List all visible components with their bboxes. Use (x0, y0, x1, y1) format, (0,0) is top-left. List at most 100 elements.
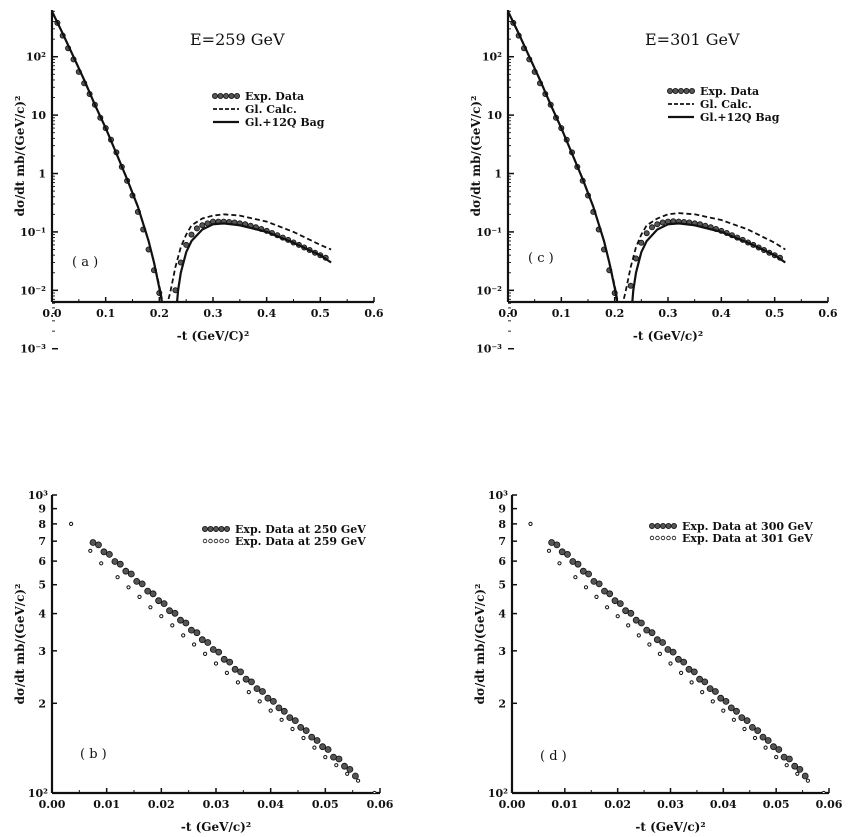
x-tick-label: 0.6 (364, 307, 383, 320)
data-point (627, 282, 634, 289)
x-tick-label: 0.03 (203, 798, 230, 811)
y-tick-label: 10⁻¹ (476, 226, 502, 239)
data-point (649, 224, 656, 231)
legend-marker (671, 523, 678, 530)
y-tick-label: 6 (38, 555, 46, 568)
legend-marker (224, 538, 230, 544)
legend-marker (649, 523, 656, 530)
legend-marker (678, 88, 685, 95)
data-point (722, 698, 730, 705)
chart-title: E=259 GeV (190, 30, 285, 49)
data-point (595, 580, 603, 588)
data-point (573, 575, 578, 580)
data-point (144, 587, 152, 595)
data-point (324, 746, 332, 753)
x-tick-label: 0.6 (818, 307, 837, 320)
data-point (770, 743, 777, 751)
plot-area (69, 521, 377, 793)
data-point (616, 600, 624, 607)
data-point (733, 707, 740, 715)
data-point (668, 661, 673, 666)
data-point (166, 607, 173, 615)
data-point (585, 570, 592, 578)
data-point (290, 726, 295, 732)
data-point (301, 735, 306, 741)
x-tick-label: 0.5 (311, 307, 330, 320)
data-point (557, 561, 562, 566)
x-tick-label: 0.02 (148, 798, 175, 811)
data-point (528, 521, 533, 527)
y-axis-label: dσ/dt mb/(GeV/c)² (13, 584, 27, 705)
data-point (279, 717, 284, 722)
legend-marker (666, 535, 671, 541)
legend-entry: Exp. Data at 250 GeV (235, 523, 366, 536)
legend-marker (213, 538, 219, 544)
legend-marker (672, 88, 679, 95)
data-point (264, 694, 272, 702)
data-point (689, 680, 694, 685)
data-point (334, 763, 339, 768)
legend-entry: Exp. Data (700, 85, 759, 98)
panel-label: ( c ) (528, 251, 554, 266)
data-point (372, 790, 377, 793)
data-point (801, 772, 809, 780)
data-point (193, 225, 200, 232)
data-point (155, 597, 163, 605)
legend-marker (201, 526, 208, 533)
y-tick-label: 1 (38, 168, 46, 181)
data-point (653, 636, 661, 644)
data-point (115, 575, 120, 580)
y-tick-label: 10 (487, 109, 503, 122)
data-point (626, 623, 631, 628)
y-tick-label: 6 (498, 555, 506, 568)
y-tick-label: 4 (38, 608, 46, 621)
y-tick-label: 1 (494, 168, 502, 181)
data-point (796, 766, 804, 773)
y-tick-label: 7 (498, 535, 506, 548)
x-tick-label: 0.1 (552, 307, 571, 320)
data-point (583, 585, 589, 590)
data-point (224, 670, 229, 676)
x-tick-label: 0.05 (312, 798, 339, 811)
panel-label: ( a ) (72, 255, 98, 270)
y-axis-label: dσ/dt mb/(GeV/c)² (469, 96, 483, 217)
data-point (356, 778, 361, 783)
y-tick-label: 2 (498, 697, 506, 710)
data-point (319, 743, 327, 751)
y-tick-label: 5 (498, 579, 506, 592)
data-point (168, 323, 173, 328)
data-point (558, 548, 566, 556)
data-point (215, 648, 223, 656)
data-point (268, 708, 273, 713)
x-tick-label: 0.4 (257, 307, 276, 320)
data-point (579, 567, 587, 575)
legend-entry: Gl. Calc. (700, 98, 752, 111)
data-point (636, 633, 641, 638)
data-point (313, 737, 321, 744)
data-point (330, 753, 337, 761)
data-point (192, 642, 197, 647)
data-point (791, 762, 799, 770)
data-point (696, 675, 703, 683)
x-axis-label: -t (GeV/c)² (635, 820, 705, 834)
data-point (133, 578, 141, 585)
legend-entry: Gl.+12Q Bag (700, 111, 780, 124)
data-point (100, 548, 108, 556)
legend-entry: Gl. Calc. (245, 103, 297, 116)
legend-marker (222, 93, 229, 100)
data-point (237, 668, 245, 676)
data-point (69, 521, 74, 527)
y-tick-label: 10⁻² (20, 284, 46, 297)
data-point (231, 665, 239, 673)
legend-marker (655, 535, 660, 541)
data-point (259, 688, 266, 695)
y-tick-label: 10² (488, 787, 508, 800)
y-tick-label: 10⁻³ (476, 343, 502, 356)
x-tick-label: 0.00 (39, 798, 66, 811)
x-tick-label: 0.5 (765, 307, 784, 320)
data-point (89, 539, 97, 546)
data-point (193, 629, 201, 637)
data-point (738, 714, 746, 721)
data-point (805, 778, 811, 783)
